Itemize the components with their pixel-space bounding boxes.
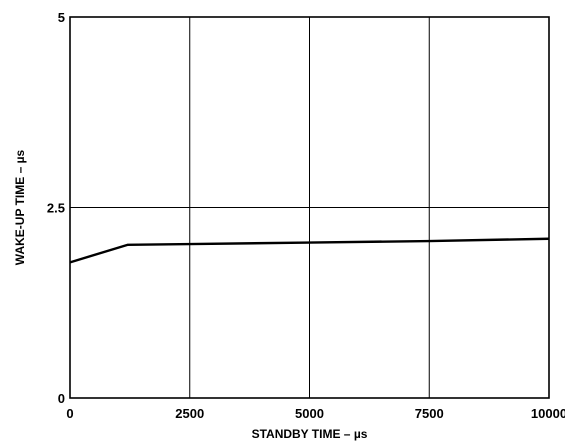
grid-lines xyxy=(70,17,549,398)
y-tick-label: 5 xyxy=(58,10,65,25)
x-axis-title: STANDBY TIME – µs xyxy=(252,427,368,441)
x-tick-label: 2500 xyxy=(175,406,204,421)
series-layer xyxy=(69,237,550,264)
y-tick-label: 2.5 xyxy=(47,201,65,216)
plot-frame xyxy=(69,16,550,399)
y-axis-title: WAKE-UP TIME – µs xyxy=(13,149,27,265)
y-tick-labels: 02.55 xyxy=(47,10,65,406)
x-tick-label: 5000 xyxy=(295,406,324,421)
series-line xyxy=(69,237,550,264)
y-tick-label: 0 xyxy=(58,391,65,406)
x-tick-label: 7500 xyxy=(415,406,444,421)
x-tick-labels: 0 2500 5000 7500 10000 xyxy=(66,406,565,421)
x-tick-label: 10000 xyxy=(531,406,565,421)
x-tick-label: 0 xyxy=(66,406,73,421)
